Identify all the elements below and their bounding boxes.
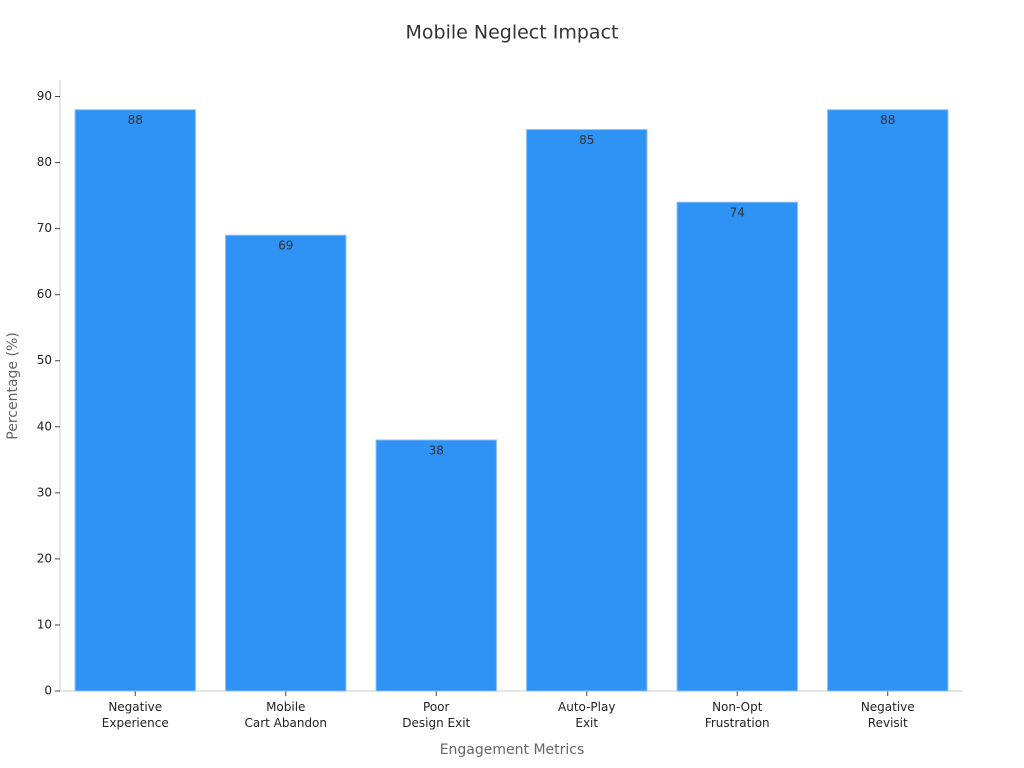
x-tick-label: Auto-Play Exit — [558, 700, 616, 730]
y-tick-label: 80 — [37, 155, 52, 169]
y-tick-label: 90 — [37, 89, 52, 103]
value-label: 88 — [128, 113, 143, 127]
y-tick-label: 10 — [37, 617, 52, 631]
bar — [526, 129, 648, 692]
y-tick-label: 20 — [37, 551, 52, 565]
bar — [225, 234, 347, 692]
x-tick-label: Non-Opt Frustration — [704, 700, 770, 730]
bar — [827, 109, 949, 692]
x-tick-label: Negative Experience — [101, 700, 169, 730]
y-tick-label: 50 — [37, 353, 52, 367]
value-label: 88 — [880, 113, 895, 127]
x-tick-label: Mobile Cart Abandon — [244, 700, 328, 730]
x-tick-label: Poor Design Exit — [402, 700, 471, 730]
y-tick-label: 70 — [37, 221, 52, 235]
bar — [375, 439, 497, 692]
value-label: 69 — [278, 239, 293, 253]
y-tick-label: 40 — [37, 419, 52, 433]
x-axis-label: Engagement Metrics — [440, 742, 585, 758]
bar — [676, 201, 798, 692]
bar — [74, 109, 196, 692]
y-tick-label: 0 — [44, 684, 52, 698]
y-axis-label: Percentage (%) — [5, 332, 21, 439]
y-tick-label: 60 — [37, 287, 52, 301]
value-label: 74 — [730, 206, 745, 220]
chart-title: Mobile Neglect Impact — [406, 22, 619, 44]
value-label: 85 — [579, 133, 594, 147]
x-tick-label: Negative Revisit — [860, 700, 915, 730]
value-label: 38 — [429, 443, 444, 457]
y-tick-label: 30 — [37, 485, 52, 499]
